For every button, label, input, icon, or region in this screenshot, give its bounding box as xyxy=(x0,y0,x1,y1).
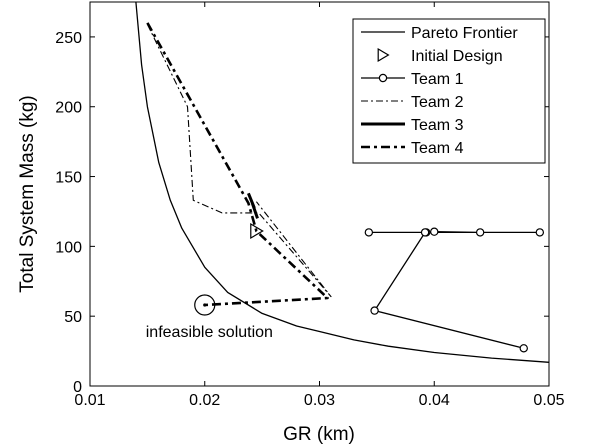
team-1-point xyxy=(519,344,528,353)
team-2-line xyxy=(146,24,332,298)
team-1-point xyxy=(535,228,545,237)
x-tick-label: 0.01 xyxy=(74,392,105,409)
y-tick-label: 0 xyxy=(73,379,82,396)
team-1-point xyxy=(364,228,374,237)
team-1-point xyxy=(370,306,379,315)
legend-entry-label: Team 2 xyxy=(411,94,464,111)
legend-entry-label: Team 4 xyxy=(411,140,464,157)
y-tick-label: 100 xyxy=(55,239,82,256)
legend-swatch-triangle xyxy=(377,47,390,63)
infeasible-center-dot xyxy=(203,303,207,307)
team-3-line xyxy=(247,192,259,219)
y-tick-label: 250 xyxy=(55,30,82,47)
x-tick-label: 0.03 xyxy=(304,392,335,409)
infeasible-solution-label: infeasible solution xyxy=(146,324,273,341)
pareto-frontier-line xyxy=(135,1,550,363)
y-tick-label: 150 xyxy=(55,170,82,187)
legend-entry-label: Team 3 xyxy=(411,117,464,134)
y-tick-label: 50 xyxy=(64,309,82,326)
infeasible-circle-marker xyxy=(194,294,216,316)
y-axis-label: Total System Mass (kg) xyxy=(17,95,38,292)
x-tick-label: 0.04 xyxy=(419,392,450,409)
y-tick-label: 200 xyxy=(55,100,82,117)
team-1-point xyxy=(420,228,430,237)
team-1-point xyxy=(475,228,485,237)
legend-box xyxy=(352,18,546,164)
series-layer xyxy=(135,1,550,363)
x-tick-label: 0.05 xyxy=(533,392,564,409)
legend-entry-label: Team 1 xyxy=(411,71,464,88)
legend-swatch-circle xyxy=(378,73,388,83)
legend-entry-label: Pareto Frontier xyxy=(411,25,518,42)
x-tick-label: 0.02 xyxy=(189,392,220,409)
legend: Pareto Frontier Initial Design Team 1 Team … xyxy=(352,18,546,164)
team-1-point xyxy=(430,227,439,236)
x-axis-label: GR (km) xyxy=(283,424,355,445)
legend-entry-label: Initial Design xyxy=(411,48,503,65)
team-4-line xyxy=(146,22,329,307)
ticks-layer: 0.01 0.02 0.03 0.04 0.05 0 50 100 150 200 250 xyxy=(55,2,565,409)
annotations: infeasible solution xyxy=(146,294,273,341)
